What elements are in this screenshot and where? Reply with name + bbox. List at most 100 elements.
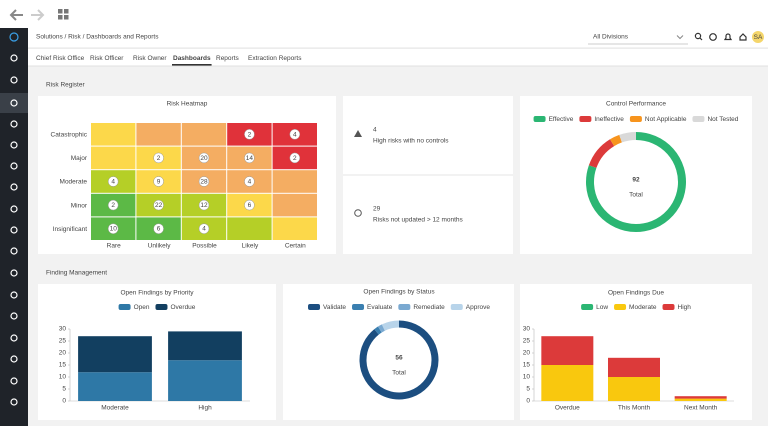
bar — [541, 365, 594, 401]
count-label: 12 — [200, 202, 208, 209]
legend: Validate Evaluate Remediate Approve — [308, 304, 490, 311]
donut-segment — [586, 132, 686, 232]
nav-icon[interactable] — [10, 377, 18, 385]
help-icon[interactable] — [709, 33, 717, 41]
bar — [674, 396, 727, 399]
count-label: 2 — [157, 155, 161, 162]
x-tick-label: Next Month — [684, 405, 718, 412]
legend-swatch — [308, 304, 321, 310]
nav-icon[interactable] — [10, 398, 18, 406]
legend-swatch — [692, 116, 705, 122]
row-label: Major — [71, 155, 88, 162]
forward-button[interactable] — [31, 9, 45, 21]
count-badge — [153, 199, 164, 211]
legend-label: High — [678, 304, 692, 311]
nav-icon[interactable] — [10, 247, 18, 255]
tab-bar — [28, 49, 768, 66]
select-chevron[interactable] — [676, 35, 684, 40]
count-label: 2 — [248, 131, 252, 138]
panel-title: Control Performance — [606, 101, 666, 108]
legend-swatch — [581, 304, 594, 310]
heatmap-cell — [91, 146, 136, 170]
y-tick-label: 20 — [523, 350, 531, 357]
nav-icon[interactable] — [10, 183, 18, 191]
row-label: Catastrophic — [51, 132, 88, 139]
nav-icon[interactable] — [10, 54, 18, 62]
y-tick-label: 10 — [523, 374, 531, 381]
nav-icon[interactable] — [10, 291, 18, 299]
nav-icon[interactable] — [10, 205, 18, 213]
tab[interactable]: Chief Risk Office — [36, 55, 85, 62]
tab[interactable]: Risk Officer — [90, 55, 124, 62]
tab[interactable]: Risk Owner — [133, 55, 167, 62]
search-icon[interactable] — [694, 32, 703, 41]
division-select[interactable]: All Divisions — [593, 34, 629, 41]
apps-button[interactable] — [58, 9, 69, 20]
section-title: Finding Management — [46, 270, 107, 277]
nav-icon[interactable] — [9, 32, 19, 42]
donut-segment — [377, 324, 385, 333]
legend-swatch — [155, 304, 168, 310]
nav-icon[interactable] — [10, 162, 18, 170]
user-initials[interactable]: SA — [754, 34, 763, 41]
nav-icon[interactable] — [10, 312, 18, 320]
tab[interactable]: Reports — [216, 55, 240, 62]
legend-swatch — [352, 304, 365, 310]
tab[interactable]: Dashboards — [173, 55, 211, 62]
nav-icon[interactable] — [10, 355, 18, 363]
count-label: 2 — [111, 202, 115, 209]
panel-title: Open Findings by Status — [363, 289, 435, 296]
heatmap-cell — [91, 123, 136, 146]
notifications-icon[interactable] — [723, 33, 733, 41]
x-tick-label: High — [198, 405, 212, 412]
y-tick-label: 25 — [59, 338, 67, 345]
heatmap-cell — [272, 170, 317, 193]
x-tick-label: Moderate — [101, 405, 129, 412]
back-button[interactable] — [9, 9, 23, 21]
panel-title: Open Findings by Priority — [121, 290, 195, 297]
nav-icon[interactable] — [10, 99, 18, 107]
bar — [78, 336, 152, 373]
nav-icon[interactable] — [10, 269, 18, 277]
donut-segment — [374, 326, 382, 335]
legend: Open Overdue — [118, 304, 196, 311]
donut-segment — [588, 139, 615, 169]
nav-icon[interactable] — [10, 226, 18, 234]
y-tick-label: 15 — [59, 362, 67, 369]
panel-title: Open Findings Due — [608, 290, 664, 297]
donut-segment — [381, 320, 400, 331]
legend-label: Approve — [466, 304, 491, 311]
count-badge — [198, 176, 210, 187]
browser-bar — [0, 0, 768, 28]
y-tick-label: 25 — [523, 338, 531, 345]
info-icon — [354, 209, 362, 217]
legend-swatch — [662, 304, 675, 310]
nav-icon[interactable] — [10, 76, 18, 84]
x-tick-label: This Month — [618, 405, 651, 412]
y-tick-label: 30 — [523, 326, 531, 333]
legend-swatch — [614, 304, 627, 310]
count-label: 20 — [200, 155, 208, 162]
count-label: 6 — [248, 202, 252, 209]
count-badge — [198, 152, 210, 164]
home-icon[interactable] — [739, 33, 747, 41]
count-badge — [244, 152, 255, 164]
sidebar-icons — [9, 32, 19, 406]
count-badge — [153, 223, 164, 234]
legend-label: Overdue — [170, 304, 195, 311]
sidebar-active — [0, 93, 28, 113]
nav-icon[interactable] — [10, 120, 18, 128]
column-label: Likely — [242, 243, 259, 250]
nav-icon[interactable] — [10, 334, 18, 342]
heatmap-cell — [272, 193, 317, 217]
nav-icon[interactable] — [10, 141, 18, 149]
panel-title: Risk Heatmap — [167, 101, 208, 108]
legend-swatch — [533, 116, 546, 122]
donut-segment — [619, 132, 637, 143]
avatar[interactable] — [752, 31, 764, 43]
column-label: Possible — [192, 243, 217, 250]
tab[interactable]: Extraction Reports — [248, 55, 302, 62]
y-tick-label: 10 — [59, 374, 67, 381]
legend-label: Not Tested — [707, 116, 738, 123]
